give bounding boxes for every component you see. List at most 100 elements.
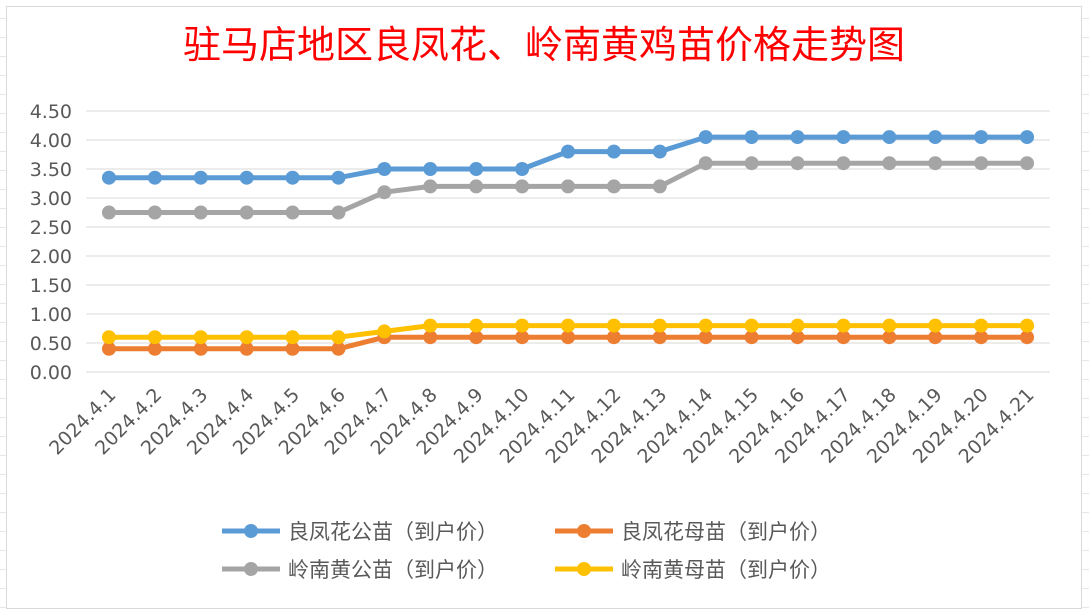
- data-point: [974, 156, 989, 171]
- data-point: [239, 341, 254, 356]
- data-point: [147, 170, 162, 185]
- data-point: [193, 341, 208, 356]
- data-point: [147, 341, 162, 356]
- data-point: [928, 330, 943, 345]
- data-point: [331, 170, 346, 185]
- data-point: [652, 144, 667, 159]
- data-point: [744, 130, 759, 145]
- legend-item[interactable]: 岭南黄母苗（到户价）: [555, 558, 831, 582]
- legend-label: 良凤花公苗（到户价）: [288, 520, 498, 544]
- y-tick-label: 2.50: [30, 217, 72, 239]
- data-point: [239, 330, 254, 345]
- data-point: [101, 205, 116, 220]
- data-point: [1020, 130, 1035, 145]
- data-point: [561, 318, 575, 333]
- data-point: [101, 170, 116, 185]
- data-point: [882, 318, 897, 333]
- data-point: [606, 144, 621, 159]
- data-point: [744, 156, 759, 171]
- series-3: [101, 156, 1035, 220]
- legend-item[interactable]: 良凤花公苗（到户价）: [222, 520, 498, 544]
- data-point: [469, 318, 484, 333]
- data-point: [331, 205, 346, 220]
- data-point: [423, 179, 438, 194]
- data-point: [561, 330, 575, 345]
- chart-title: 驻马店地区良凤花、岭南黄鸡苗价格走势图: [183, 23, 905, 67]
- y-tick-label: 0.00: [30, 362, 72, 384]
- data-point: [147, 205, 162, 220]
- series-1: [101, 130, 1035, 185]
- data-point: [974, 330, 989, 345]
- legend-label: 良凤花母苗（到户价）: [621, 520, 831, 544]
- data-point: [423, 162, 438, 176]
- data-point: [285, 341, 300, 356]
- data-point: [193, 205, 208, 220]
- data-point: [285, 330, 300, 345]
- data-point: [377, 162, 392, 176]
- data-point: [882, 330, 897, 345]
- data-point: [652, 330, 667, 345]
- y-tick-label: 4.00: [30, 130, 72, 152]
- y-tick-label: 3.50: [30, 159, 72, 181]
- data-point: [469, 179, 484, 194]
- data-point: [101, 330, 116, 345]
- y-tick-label: 0.50: [30, 333, 72, 355]
- legend-label: 岭南黄公苗（到户价）: [288, 558, 498, 582]
- data-point: [790, 156, 805, 171]
- data-point: [377, 185, 392, 200]
- legend-label: 岭南黄母苗（到户价）: [621, 558, 831, 582]
- data-point: [1020, 330, 1035, 345]
- legend-dot-marker: [244, 562, 258, 576]
- data-point: [561, 179, 575, 194]
- data-point: [698, 318, 713, 333]
- data-point: [377, 324, 392, 339]
- legend-item[interactable]: 岭南黄公苗（到户价）: [222, 558, 498, 582]
- data-point: [698, 330, 713, 345]
- data-point: [882, 130, 897, 145]
- data-point: [606, 330, 621, 345]
- data-point: [744, 330, 759, 345]
- grid-lines: [86, 110, 1050, 373]
- data-point: [836, 330, 851, 345]
- series-2: [101, 330, 1035, 356]
- data-point: [882, 156, 897, 171]
- data-point: [423, 318, 438, 333]
- data-point: [652, 318, 667, 333]
- data-point: [469, 330, 484, 345]
- data-point: [331, 341, 346, 356]
- series-4: [101, 318, 1035, 345]
- data-point: [606, 179, 621, 194]
- data-point: [836, 318, 851, 333]
- data-point: [193, 170, 208, 185]
- data-point: [515, 330, 530, 345]
- data-point: [515, 179, 530, 194]
- data-point: [974, 130, 989, 145]
- series-group: [101, 130, 1035, 356]
- data-point: [836, 156, 851, 171]
- data-point: [1020, 156, 1035, 171]
- legend: 良凤花公苗（到户价） 良凤花母苗（到户价） 岭南黄公苗（到户价） 岭南黄母苗（到户价）: [222, 520, 831, 582]
- data-point: [331, 330, 346, 345]
- data-point: [469, 162, 484, 176]
- data-point: [101, 341, 116, 356]
- chart-area[interactable]: [6, 6, 1082, 609]
- data-point: [239, 205, 254, 220]
- data-point: [239, 170, 254, 185]
- data-point: [147, 330, 162, 345]
- y-tick-label: 4.50: [30, 101, 72, 123]
- data-point: [515, 162, 530, 176]
- data-point: [698, 156, 713, 171]
- legend-item[interactable]: 良凤花母苗（到户价）: [555, 520, 831, 544]
- data-point: [698, 130, 713, 145]
- data-point: [928, 130, 943, 145]
- y-tick-label: 1.50: [30, 275, 72, 297]
- data-point: [561, 144, 575, 159]
- data-point: [193, 330, 208, 345]
- y-tick-label: 2.00: [30, 246, 72, 268]
- legend-dot-marker: [577, 562, 591, 576]
- data-point: [744, 318, 759, 333]
- data-point: [790, 318, 805, 333]
- data-point: [1020, 318, 1035, 333]
- data-point: [928, 318, 943, 333]
